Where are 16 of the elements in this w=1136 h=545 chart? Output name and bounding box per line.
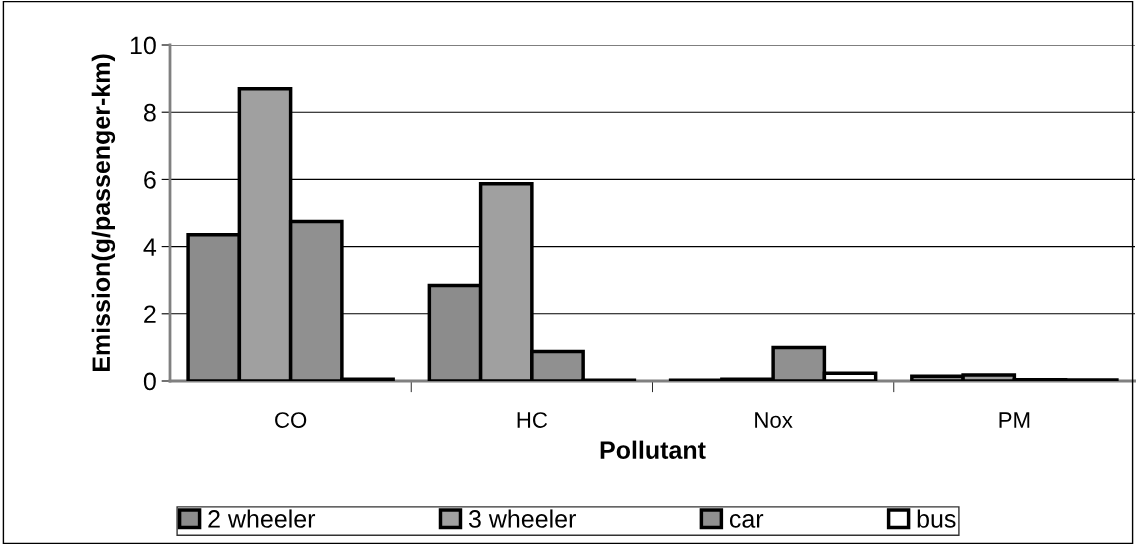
x-tick-label: CO — [275, 412, 307, 428]
x-tick-label: Nox — [755, 412, 793, 428]
y-tick-label: 6 — [144, 171, 156, 189]
legend-label: car — [729, 514, 764, 528]
x-tick-label: PM — [999, 412, 1030, 428]
y-tick-label: 4 — [143, 238, 157, 256]
legend-label: bus — [917, 509, 956, 528]
y-tick-label: 2 — [144, 305, 156, 323]
y-tick-label: 8 — [143, 103, 156, 122]
y-axis-title: Emission(g/passenger-km) — [91, 54, 116, 372]
y-tick-label: 0 — [143, 372, 156, 391]
y-tick-label: 10 — [130, 36, 156, 55]
legend-label: 3 wheeler — [468, 509, 576, 528]
legend-label: 2 wheeler — [208, 509, 316, 528]
x-axis-title: Pollutant — [600, 440, 706, 459]
x-tick-label: HC — [517, 412, 548, 428]
